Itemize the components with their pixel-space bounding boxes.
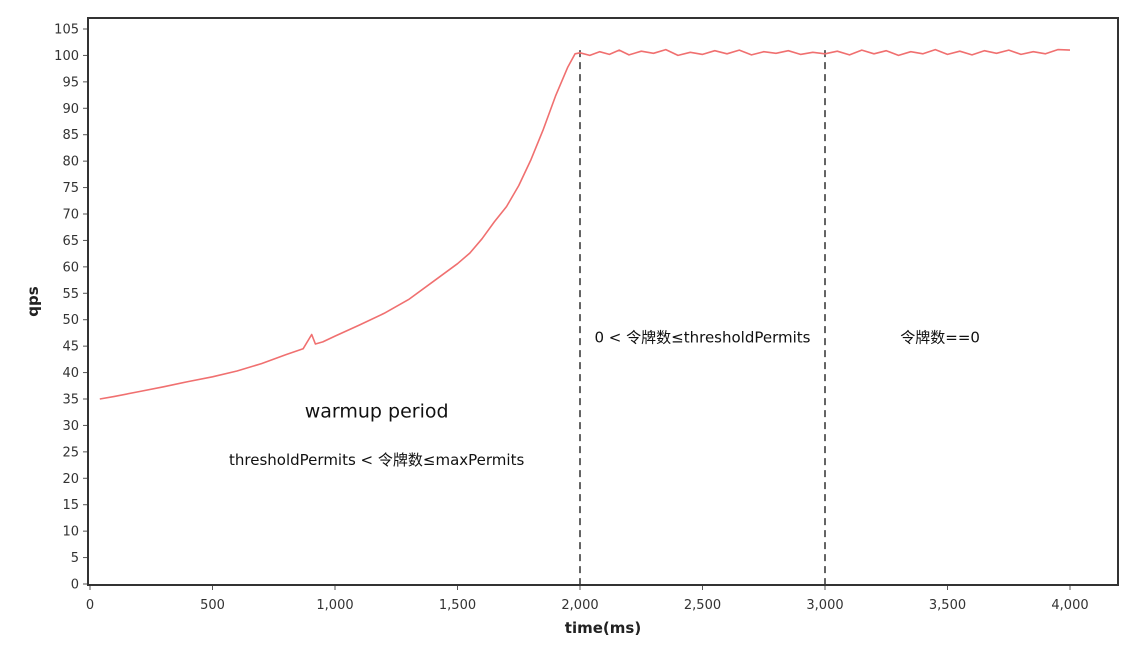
chart-annotation: 令牌数==0 — [900, 328, 980, 346]
y-tick-label: 10 — [62, 525, 79, 540]
vertical-markers — [579, 50, 826, 585]
x-axis-ticks: 0 500 1,000 1,500 2,000 2,500 3,000 3,500 4,000 — [86, 585, 1089, 613]
x-tick-label: 2,000 — [561, 598, 598, 613]
y-tick-label: 40 — [62, 366, 79, 381]
y-tick-label: 85 — [62, 128, 79, 143]
series-layer — [99, 48, 1071, 400]
y-axis-ticks: 0 5 10 15 20 25 30 35 40 45 50 55 60 65 70 75 80 85 90 95 10… — [54, 23, 88, 593]
x-tick-label: 1,000 — [316, 598, 353, 613]
chart-annotation: warmup period — [305, 401, 449, 423]
y-tick-label: 30 — [62, 419, 79, 434]
x-tick-label: 3,000 — [806, 598, 843, 613]
y-tick-label: 0 — [71, 578, 79, 593]
y-tick-label: 15 — [62, 498, 79, 513]
y-axis-title: qps — [24, 286, 42, 316]
x-tick-label: 0 — [86, 598, 94, 613]
x-tick-label: 1,500 — [439, 598, 476, 613]
y-tick-label: 35 — [62, 393, 79, 408]
y-tick-label: 105 — [54, 23, 79, 38]
y-tick-label: 60 — [62, 260, 79, 275]
y-tick-label: 75 — [62, 181, 79, 196]
x-tick-label: 500 — [200, 598, 225, 613]
chart-annotation: 0 < 令牌数≤thresholdPermits — [595, 328, 811, 346]
y-tick-label: 95 — [62, 75, 79, 90]
chart-annotation: thresholdPermits < 令牌数≤maxPermits — [229, 451, 524, 469]
y-tick-label: 45 — [62, 340, 79, 355]
y-tick-label: 80 — [62, 155, 79, 170]
y-tick-label: 100 — [54, 49, 79, 64]
plot-frame — [87, 17, 1119, 586]
y-tick-label: 55 — [62, 287, 79, 302]
qps-series-line — [99, 48, 1071, 400]
x-tick-label: 2,500 — [684, 598, 721, 613]
y-tick-label: 25 — [62, 445, 79, 460]
x-axis-title: time(ms) — [565, 619, 641, 637]
y-tick-label: 65 — [62, 234, 79, 249]
x-tick-label: 4,000 — [1051, 598, 1088, 613]
y-tick-label: 5 — [71, 551, 79, 566]
y-tick-label: 20 — [62, 472, 79, 487]
annotations-layer: warmup period thresholdPermits < 令牌数≤maxP… — [229, 328, 980, 469]
y-tick-label: 50 — [62, 313, 79, 328]
x-tick-label: 3,500 — [929, 598, 966, 613]
y-tick-label: 90 — [62, 102, 79, 117]
y-tick-label: 70 — [62, 208, 79, 223]
